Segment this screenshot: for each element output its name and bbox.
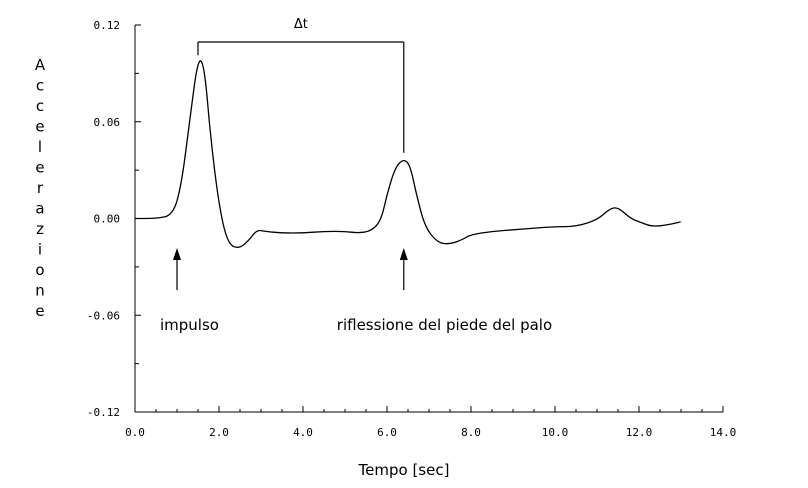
y-tick-label: 0.06: [94, 116, 121, 129]
y-ticks: 0.12 0.06 0.00 -0.06 -0.12: [87, 19, 141, 419]
x-tick-label: 0.0: [125, 426, 145, 439]
y-tick-label: 0.12: [94, 19, 121, 32]
y-axis-title-letter: n: [35, 282, 45, 300]
y-axis-title-letter: e: [35, 118, 44, 136]
x-tick-label: 8.0: [461, 426, 481, 439]
annotation-arrow-head: [399, 248, 408, 260]
y-axis-title-letter: c: [36, 97, 44, 115]
annotations: impulso riflessione del piede del palo: [160, 248, 552, 334]
y-axis-title-letter: c: [36, 77, 44, 95]
series-line: [135, 60, 682, 248]
x-tick-label: 2.0: [209, 426, 229, 439]
y-tick-label: 0.00: [94, 213, 121, 226]
annotation-label: riflessione del piede del palo: [337, 316, 552, 334]
y-axis-title-letter: a: [35, 200, 44, 218]
x-tick-label: 14.0: [710, 426, 737, 439]
x-tick-label: 4.0: [293, 426, 313, 439]
x-tick-label: 6.0: [377, 426, 397, 439]
annotation-label: impulso: [160, 316, 219, 334]
x-tick-label: 10.0: [542, 426, 569, 439]
axes: [134, 25, 723, 413]
y-axis-title-letter: z: [36, 220, 44, 238]
y-tick-label: -0.06: [87, 309, 120, 322]
y-axis-title-letter: l: [38, 138, 42, 156]
y-axis-title-letter: r: [37, 179, 44, 197]
delta-t-bracket: [197, 41, 405, 153]
y-axis-title-letter: i: [38, 241, 42, 259]
x-ticks: 0.0 2.0 4.0 6.0 8.0 10.0 12.0 14.0: [125, 406, 736, 439]
delta-t-label: Δt: [294, 17, 308, 32]
x-tick-label: 12.0: [626, 426, 653, 439]
y-axis-title-letter: A: [35, 56, 46, 74]
y-axis-title-letter: e: [35, 302, 44, 320]
y-axis-title-letter: o: [35, 261, 44, 279]
y-tick-label: -0.12: [87, 406, 120, 419]
annotation-arrow-head: [173, 248, 181, 260]
y-axis-title-letter: e: [35, 159, 44, 177]
x-axis-title: Tempo [sec]: [358, 461, 450, 479]
